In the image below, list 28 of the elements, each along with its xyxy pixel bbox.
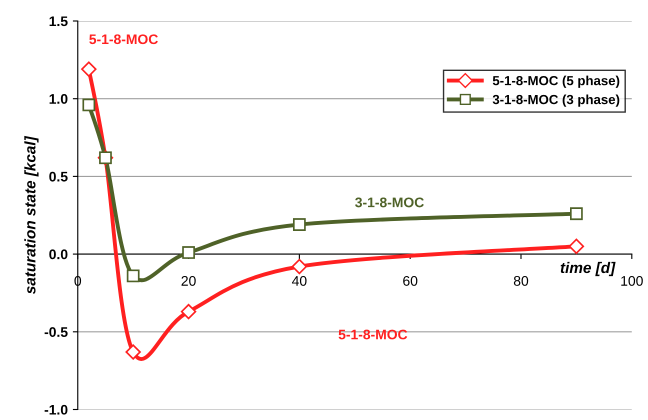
y-tick-label: 1.0 xyxy=(50,94,68,104)
x-tick-label: 60 xyxy=(403,276,418,286)
legend-label: 3-1-8-MOC (3 phase) xyxy=(492,94,620,107)
x-tick-label: 20 xyxy=(182,276,196,286)
x-axis-title: time [d] xyxy=(560,262,616,276)
point xyxy=(292,218,306,231)
legend-label: 5-1-8-MOC (5 phase) xyxy=(492,76,620,88)
x-tick-label: 40 xyxy=(292,276,307,286)
point xyxy=(126,269,140,282)
point xyxy=(82,98,96,112)
point xyxy=(182,246,195,259)
y-tick-label: 0.0 xyxy=(49,249,68,260)
annotation: 3-1-8-MOC xyxy=(355,197,424,208)
point xyxy=(568,238,584,254)
point xyxy=(125,344,141,360)
annotation: 5-1-8-MOC xyxy=(89,34,158,44)
point xyxy=(292,258,308,274)
y-tick-label: 1.5 xyxy=(50,16,68,26)
point xyxy=(570,207,583,220)
y-tick-label: -1.0 xyxy=(44,404,68,415)
point xyxy=(81,61,97,77)
y-tick-label: -0.5 xyxy=(44,327,68,337)
x-tick-label: 80 xyxy=(514,276,528,286)
annotation: 5-1-8-MOC xyxy=(338,330,408,340)
point xyxy=(180,304,196,320)
x-tick-label: 100 xyxy=(621,276,643,286)
y-tick-label: 0.5 xyxy=(49,172,68,182)
y-axis-title: saturation state [kcal] xyxy=(24,136,39,294)
